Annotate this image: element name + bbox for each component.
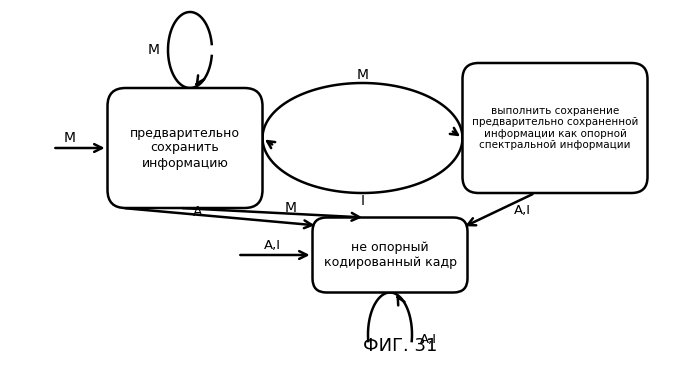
FancyBboxPatch shape bbox=[108, 88, 262, 208]
Text: выполнить сохранение
предварительно сохраненной
информации как опорной
спектраль: выполнить сохранение предварительно сохр… bbox=[472, 106, 638, 151]
Text: M: M bbox=[284, 201, 297, 215]
Text: I: I bbox=[360, 194, 365, 208]
Text: A,I: A,I bbox=[420, 333, 437, 346]
FancyBboxPatch shape bbox=[312, 217, 468, 293]
Text: A,I: A,I bbox=[264, 238, 281, 251]
FancyBboxPatch shape bbox=[463, 63, 648, 193]
Text: M: M bbox=[148, 43, 160, 57]
Text: не опорный
кодированный кадр: не опорный кодированный кадр bbox=[323, 241, 456, 269]
Text: M: M bbox=[356, 68, 368, 82]
Text: ФИГ. 31: ФИГ. 31 bbox=[363, 337, 438, 355]
Text: M: M bbox=[64, 131, 76, 145]
Text: A: A bbox=[193, 205, 202, 219]
Text: A,I: A,I bbox=[514, 204, 531, 217]
Text: предварительно
сохранить
информацию: предварительно сохранить информацию bbox=[130, 127, 240, 170]
